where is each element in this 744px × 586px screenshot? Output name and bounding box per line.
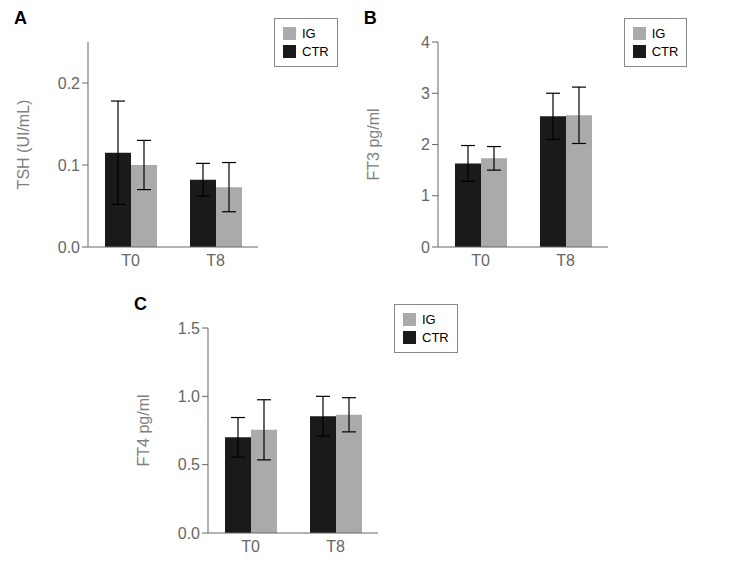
svg-text:2: 2 xyxy=(421,136,430,153)
svg-text:0.0: 0.0 xyxy=(58,239,80,256)
svg-text:T8: T8 xyxy=(556,252,575,269)
svg-text:0.0: 0.0 xyxy=(178,525,200,542)
html-text:CTR: CTR xyxy=(651,44,679,59)
svg-text:0.1: 0.1 xyxy=(58,157,80,174)
html-text:A: A xyxy=(14,8,27,28)
html-text:CTR: CTR xyxy=(302,44,329,59)
html-text:CTR: CTR xyxy=(422,330,449,345)
svg-text:T0: T0 xyxy=(241,538,260,555)
html-text:IG: IG xyxy=(651,26,666,41)
svg-text:TSH (UI/mL): TSH (UI/mL) xyxy=(15,100,32,190)
svg-text:1.5: 1.5 xyxy=(178,320,200,337)
svg-text:1.0: 1.0 xyxy=(178,388,200,405)
svg-text:T0: T0 xyxy=(471,252,490,269)
svg-text:3: 3 xyxy=(421,85,430,102)
html-text:IG: IG xyxy=(302,26,316,41)
svg-text:4: 4 xyxy=(421,34,430,51)
svg-text:FT3 pg/ml: FT3 pg/ml xyxy=(364,108,381,180)
svg-text:0.2: 0.2 xyxy=(58,75,80,92)
html-text:IG: IG xyxy=(422,312,436,327)
svg-text:T8: T8 xyxy=(206,252,225,269)
svg-text:0.5: 0.5 xyxy=(178,456,200,473)
html-text:C: C xyxy=(134,294,147,314)
svg-text:T8: T8 xyxy=(326,538,345,555)
svg-text:T0: T0 xyxy=(121,252,140,269)
html-text:B: B xyxy=(363,8,377,28)
svg-text:0: 0 xyxy=(421,239,430,256)
svg-text:1: 1 xyxy=(421,187,430,204)
svg-text:FT4 pg/ml: FT4 pg/ml xyxy=(135,394,152,466)
